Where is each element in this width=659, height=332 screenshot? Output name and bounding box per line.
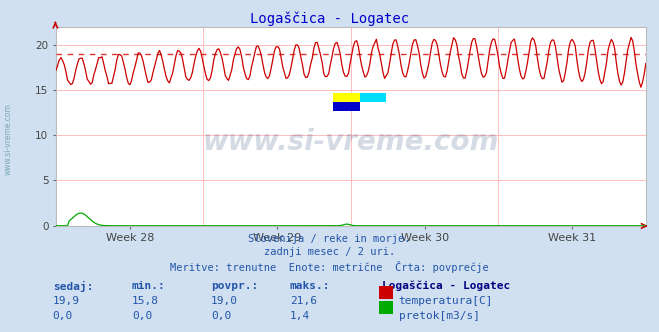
- Text: 0,0: 0,0: [132, 311, 152, 321]
- Text: min.:: min.:: [132, 281, 165, 290]
- Text: 21,6: 21,6: [290, 296, 317, 306]
- Bar: [360, 102, 386, 111]
- Bar: [333, 93, 360, 102]
- Text: 15,8: 15,8: [132, 296, 159, 306]
- Text: Meritve: trenutne  Enote: metrične  Črta: povprečje: Meritve: trenutne Enote: metrične Črta: …: [170, 261, 489, 273]
- Text: sedaj:: sedaj:: [53, 281, 93, 291]
- Text: 19,0: 19,0: [211, 296, 238, 306]
- Text: povpr.:: povpr.:: [211, 281, 258, 290]
- Text: 19,9: 19,9: [53, 296, 80, 306]
- Text: temperatura[C]: temperatura[C]: [399, 296, 493, 306]
- Text: 0,0: 0,0: [211, 311, 231, 321]
- Text: Logaščica - Logatec: Logaščica - Logatec: [250, 12, 409, 26]
- Text: pretok[m3/s]: pretok[m3/s]: [399, 311, 480, 321]
- Text: www.si-vreme.com: www.si-vreme.com: [4, 104, 13, 175]
- Text: maks.:: maks.:: [290, 281, 330, 290]
- Text: Logaščica - Logatec: Logaščica - Logatec: [382, 281, 511, 291]
- Text: www.si-vreme.com: www.si-vreme.com: [203, 128, 499, 156]
- Text: Slovenija / reke in morje.: Slovenija / reke in morje.: [248, 234, 411, 244]
- Bar: [360, 93, 386, 102]
- Text: 0,0: 0,0: [53, 311, 73, 321]
- Text: zadnji mesec / 2 uri.: zadnji mesec / 2 uri.: [264, 247, 395, 257]
- Text: 1,4: 1,4: [290, 311, 310, 321]
- Bar: [333, 102, 360, 111]
